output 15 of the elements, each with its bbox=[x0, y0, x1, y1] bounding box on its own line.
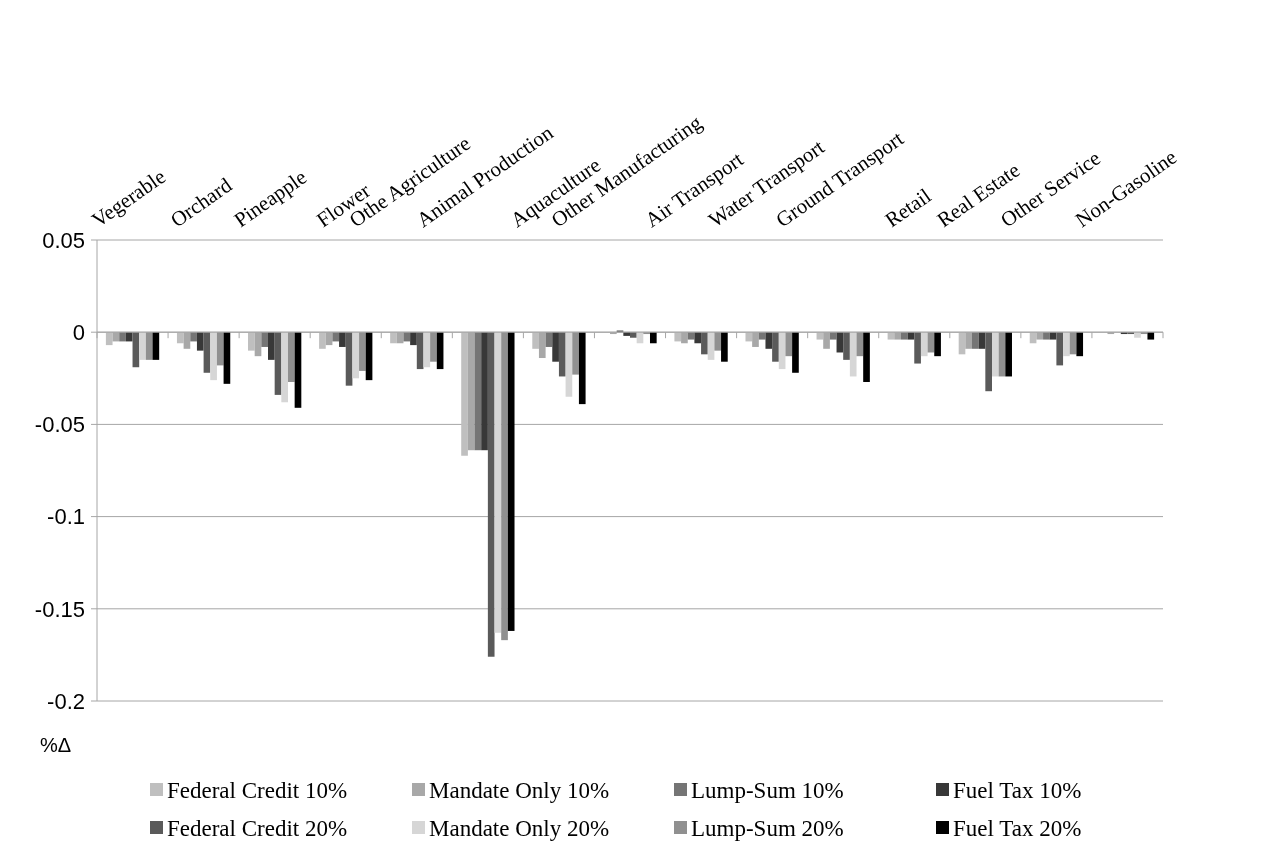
legend-label: Lump-Sum 10% bbox=[691, 778, 844, 804]
y-tick-label: -0.05 bbox=[34, 412, 85, 438]
legend-label: Federal Credit 10% bbox=[167, 778, 348, 804]
y-tick-label: -0.15 bbox=[34, 596, 85, 622]
legend-label: Lump-Sum 20% bbox=[691, 816, 844, 842]
legend-label: Fuel Tax 20% bbox=[953, 816, 1082, 842]
legend-label: Federal Credit 20% bbox=[167, 816, 348, 842]
y-tick-label: -0.2 bbox=[47, 688, 85, 714]
legend-label: Fuel Tax 10% bbox=[953, 778, 1082, 804]
y-axis-title: %Δ bbox=[40, 734, 72, 756]
legend-label: Mandate Only 10% bbox=[429, 778, 610, 804]
legend-label: Mandate Only 20% bbox=[429, 816, 610, 842]
y-tick-label: 0 bbox=[72, 319, 85, 345]
y-tick-label: 0.05 bbox=[42, 227, 85, 253]
y-tick-label: -0.1 bbox=[47, 504, 85, 530]
